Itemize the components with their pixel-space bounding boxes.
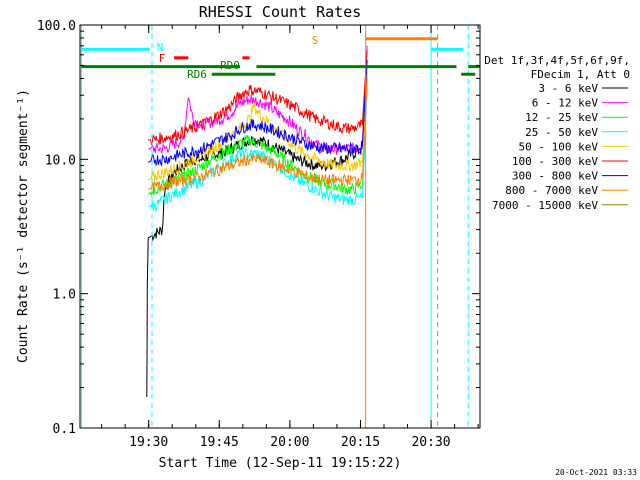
legend-entry-label: 100 - 300 keV bbox=[512, 155, 598, 168]
x-axis-label: Start Time (12-Sep-11 19:15:22) bbox=[159, 456, 402, 471]
legend-entry-label: 800 - 7000 keV bbox=[505, 184, 598, 197]
series-line-7 bbox=[148, 78, 368, 194]
series-line-3 bbox=[148, 86, 368, 212]
x-tick-label: 20:00 bbox=[270, 435, 309, 450]
y-tick-label: 1.0 bbox=[53, 288, 76, 303]
series-line-5 bbox=[148, 50, 368, 146]
flag-annotation: F bbox=[159, 52, 166, 65]
legend-entry-label: 3 - 6 keV bbox=[538, 82, 598, 95]
y-tick-label: 100.0 bbox=[37, 19, 76, 34]
legend-header-line: FDecim 1, Att 0 bbox=[531, 68, 630, 81]
series-line-0 bbox=[146, 78, 368, 398]
series-line-1 bbox=[148, 45, 368, 155]
flag-annotation: N bbox=[157, 41, 164, 54]
legend-entry-label: 25 - 50 keV bbox=[525, 126, 598, 139]
legend-header-line: Det 1f,3f,4f,5f,6f,9f, bbox=[484, 54, 630, 67]
series-line-4 bbox=[147, 65, 368, 182]
x-tick-label: 19:30 bbox=[129, 435, 168, 450]
legend-entry-label: 6 - 12 keV bbox=[532, 97, 599, 110]
chart-title: RHESSI Count Rates bbox=[199, 3, 362, 21]
plot-frame bbox=[79, 24, 481, 429]
y-tick-label: 0.1 bbox=[53, 422, 76, 437]
legend-entry-label: 7000 - 15000 keV bbox=[492, 199, 598, 212]
legend-entry-label: 300 - 800 keV bbox=[512, 170, 598, 183]
x-tick-label: 19:45 bbox=[200, 435, 239, 450]
footer-date: 20-Oct-2021 03:33 bbox=[555, 468, 637, 477]
series-line-2 bbox=[147, 71, 368, 197]
legend-entry-label: 50 - 100 keV bbox=[519, 140, 599, 153]
legend-entry-label: 12 - 25 keV bbox=[525, 111, 598, 124]
flag-annotation: S bbox=[312, 34, 319, 47]
flag-annotation: RD6 bbox=[187, 68, 207, 81]
series-line-6 bbox=[148, 59, 368, 167]
x-tick-label: 20:30 bbox=[411, 435, 450, 450]
x-tick-label: 20:15 bbox=[341, 435, 380, 450]
y-tick-label: 10.0 bbox=[45, 153, 76, 168]
flag-annotation: RD0 bbox=[220, 59, 240, 72]
y-axis-label: Count Rate (s⁻¹ detector segment⁻¹) bbox=[16, 89, 31, 363]
